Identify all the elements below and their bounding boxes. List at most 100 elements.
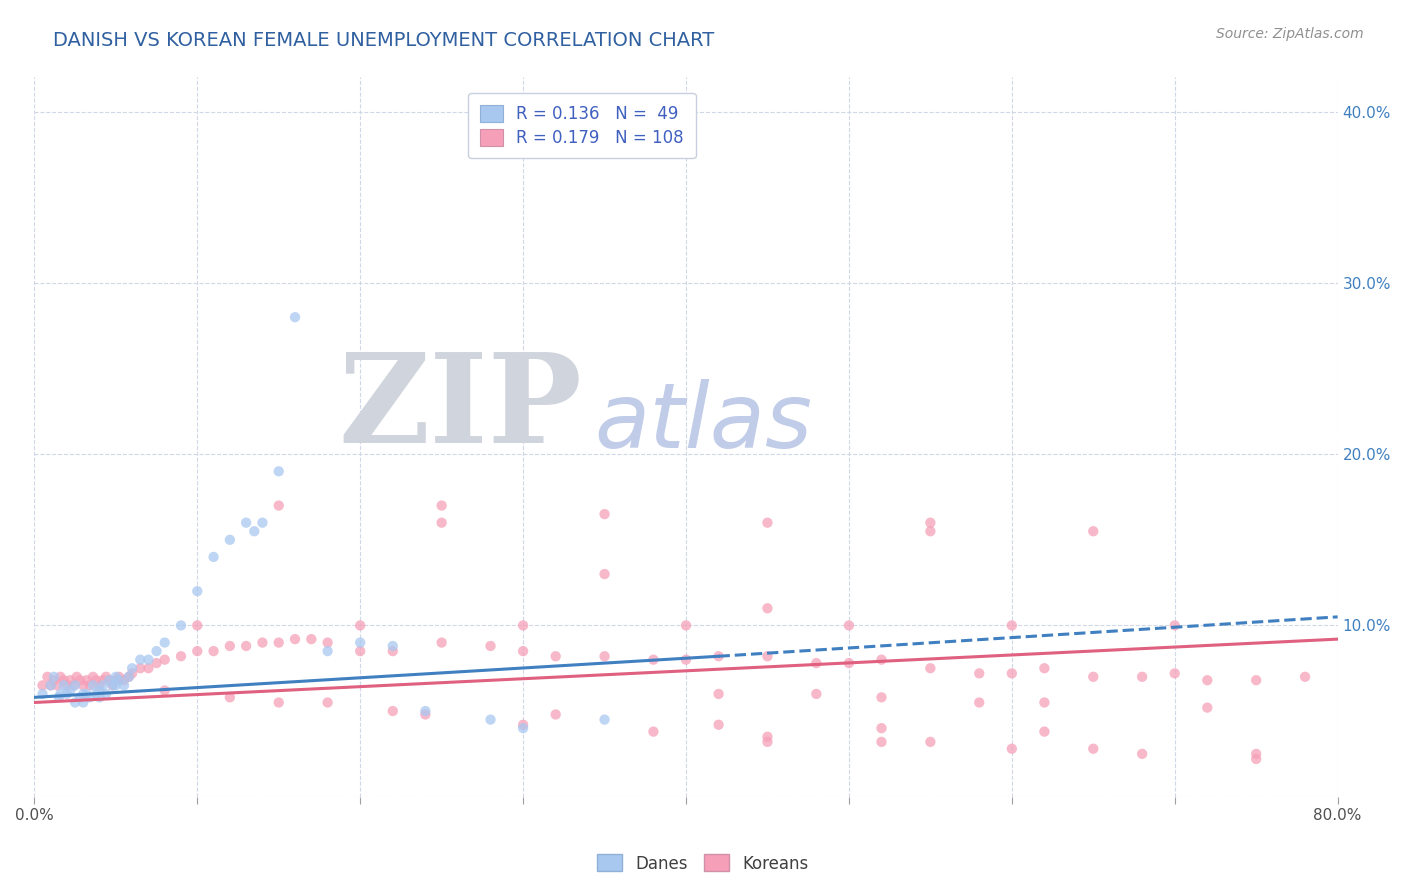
Point — [756, 601, 779, 615]
Point — [37, 670, 59, 684]
Point — [1197, 700, 1219, 714]
Point — [69, 673, 91, 688]
Point — [84, 687, 107, 701]
Point — [1001, 741, 1024, 756]
Point — [129, 653, 152, 667]
Point — [42, 673, 65, 688]
Point — [98, 673, 121, 688]
Point — [349, 644, 371, 658]
Point — [66, 670, 89, 684]
Point — [89, 683, 111, 698]
Point — [806, 687, 828, 701]
Point — [48, 690, 70, 705]
Legend: R = 0.136   N =  49, R = 0.179   N = 108: R = 0.136 N = 49, R = 0.179 N = 108 — [468, 93, 696, 159]
Point — [267, 696, 290, 710]
Point — [267, 464, 290, 478]
Point — [235, 639, 257, 653]
Point — [479, 639, 502, 653]
Point — [430, 499, 453, 513]
Point — [104, 673, 127, 688]
Point — [56, 678, 79, 692]
Point — [52, 678, 75, 692]
Point — [1083, 670, 1105, 684]
Point — [544, 707, 567, 722]
Point — [101, 678, 124, 692]
Point — [91, 678, 114, 692]
Point — [104, 670, 127, 684]
Point — [138, 661, 160, 675]
Point — [756, 649, 779, 664]
Point — [756, 735, 779, 749]
Point — [202, 644, 225, 658]
Point — [512, 721, 534, 735]
Point — [870, 735, 893, 749]
Point — [112, 673, 135, 688]
Point — [31, 687, 53, 701]
Point — [89, 690, 111, 705]
Point — [72, 687, 94, 701]
Point — [56, 687, 79, 701]
Point — [63, 678, 86, 692]
Point — [186, 618, 208, 632]
Point — [202, 549, 225, 564]
Point — [512, 644, 534, 658]
Point — [349, 635, 371, 649]
Point — [186, 584, 208, 599]
Point — [870, 690, 893, 705]
Point — [108, 673, 131, 688]
Point — [186, 644, 208, 658]
Legend: Danes, Koreans: Danes, Koreans — [591, 847, 815, 880]
Point — [806, 656, 828, 670]
Point — [94, 670, 117, 684]
Point — [707, 718, 730, 732]
Point — [1164, 618, 1187, 632]
Point — [381, 704, 404, 718]
Point — [967, 666, 990, 681]
Point — [59, 683, 82, 698]
Point — [98, 673, 121, 688]
Point — [153, 635, 176, 649]
Point — [108, 670, 131, 684]
Point — [84, 673, 107, 688]
Point — [838, 618, 860, 632]
Point — [920, 735, 942, 749]
Point — [430, 516, 453, 530]
Point — [153, 653, 176, 667]
Point — [512, 618, 534, 632]
Point — [76, 687, 98, 701]
Point — [299, 632, 322, 647]
Point — [39, 678, 62, 692]
Point — [1033, 724, 1056, 739]
Point — [349, 618, 371, 632]
Point — [593, 649, 616, 664]
Point — [284, 310, 307, 325]
Point — [118, 670, 141, 684]
Point — [129, 661, 152, 675]
Point — [82, 678, 104, 692]
Text: Source: ZipAtlas.com: Source: ZipAtlas.com — [1216, 27, 1364, 41]
Point — [101, 678, 124, 692]
Point — [1083, 524, 1105, 539]
Point — [415, 707, 437, 722]
Point — [91, 673, 114, 688]
Point — [675, 618, 697, 632]
Point — [59, 673, 82, 688]
Point — [284, 632, 307, 647]
Point — [72, 696, 94, 710]
Point — [643, 653, 665, 667]
Point — [1164, 666, 1187, 681]
Point — [72, 678, 94, 692]
Point — [1197, 673, 1219, 688]
Point — [49, 670, 72, 684]
Point — [121, 661, 143, 675]
Point — [316, 635, 339, 649]
Point — [218, 690, 240, 705]
Point — [593, 713, 616, 727]
Point — [49, 687, 72, 701]
Point — [145, 644, 167, 658]
Point — [544, 649, 567, 664]
Text: ZIP: ZIP — [337, 348, 582, 469]
Point — [170, 649, 193, 664]
Point — [82, 670, 104, 684]
Point — [39, 678, 62, 692]
